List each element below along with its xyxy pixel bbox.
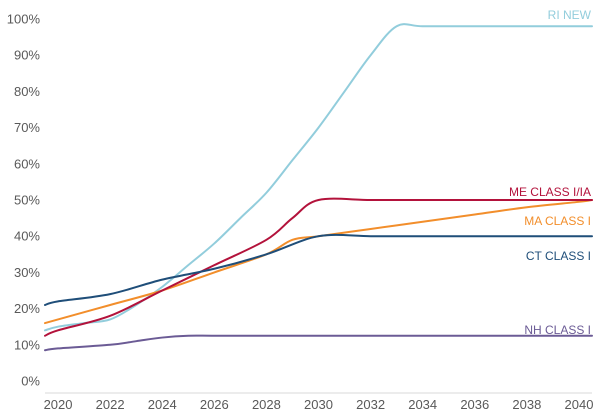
- y-tick-label: 20%: [14, 301, 40, 316]
- y-axis-ticks: 0% 10% 20% 30% 40% 50% 60% 70% 80% 90% 100%: [7, 12, 41, 389]
- x-tick-label: 2022: [96, 397, 125, 412]
- y-tick-label: 100%: [7, 12, 41, 27]
- y-tick-label: 60%: [14, 156, 40, 171]
- x-tick-label: 2032: [356, 397, 385, 412]
- series-line-ma-class-i: [44, 199, 593, 325]
- series-labels: RI NEW ME CLASS I/IA MA CLASS I CT CLASS I N…: [509, 8, 592, 337]
- series-lines: [44, 23, 593, 352]
- x-tick-label: 2024: [148, 397, 177, 412]
- y-tick-label: 70%: [14, 120, 40, 135]
- series-label-ma-class-i: MA CLASS I: [524, 214, 591, 228]
- series-label-ct-class-i: CT CLASS I: [526, 249, 591, 263]
- series-label-ri-new: RI NEW: [548, 8, 592, 22]
- y-tick-label: 30%: [14, 265, 40, 280]
- series-line-me-class-i-ia: [44, 197, 593, 337]
- y-tick-label: 0%: [21, 374, 40, 389]
- y-tick-label: 80%: [14, 84, 40, 99]
- y-tick-label: 50%: [14, 193, 40, 208]
- series-line-ct-class-i: [44, 233, 593, 306]
- x-tick-label: 2040: [565, 397, 594, 412]
- y-tick-label: 40%: [14, 229, 40, 244]
- x-tick-label: 2030: [304, 397, 333, 412]
- series-label-nh-class-i: NH CLASS I: [524, 323, 591, 337]
- x-tick-label: 2026: [200, 397, 229, 412]
- x-axis-ticks: 2020 2022 2024 2026 2028 2030 2032 2034 2036 2038…: [44, 397, 594, 412]
- series-line-nh-class-i: [44, 334, 593, 352]
- x-tick-label: 2028: [252, 397, 281, 412]
- y-tick-label: 90%: [14, 48, 40, 63]
- x-tick-label: 2036: [460, 397, 489, 412]
- x-tick-label: 2038: [512, 397, 541, 412]
- series-label-me-class-i-ia: ME CLASS I/IA: [509, 185, 591, 199]
- x-tick-label: 2020: [44, 397, 73, 412]
- y-tick-label: 10%: [14, 337, 40, 352]
- x-tick-label: 2034: [408, 397, 437, 412]
- series-line-ri-new: [44, 23, 593, 332]
